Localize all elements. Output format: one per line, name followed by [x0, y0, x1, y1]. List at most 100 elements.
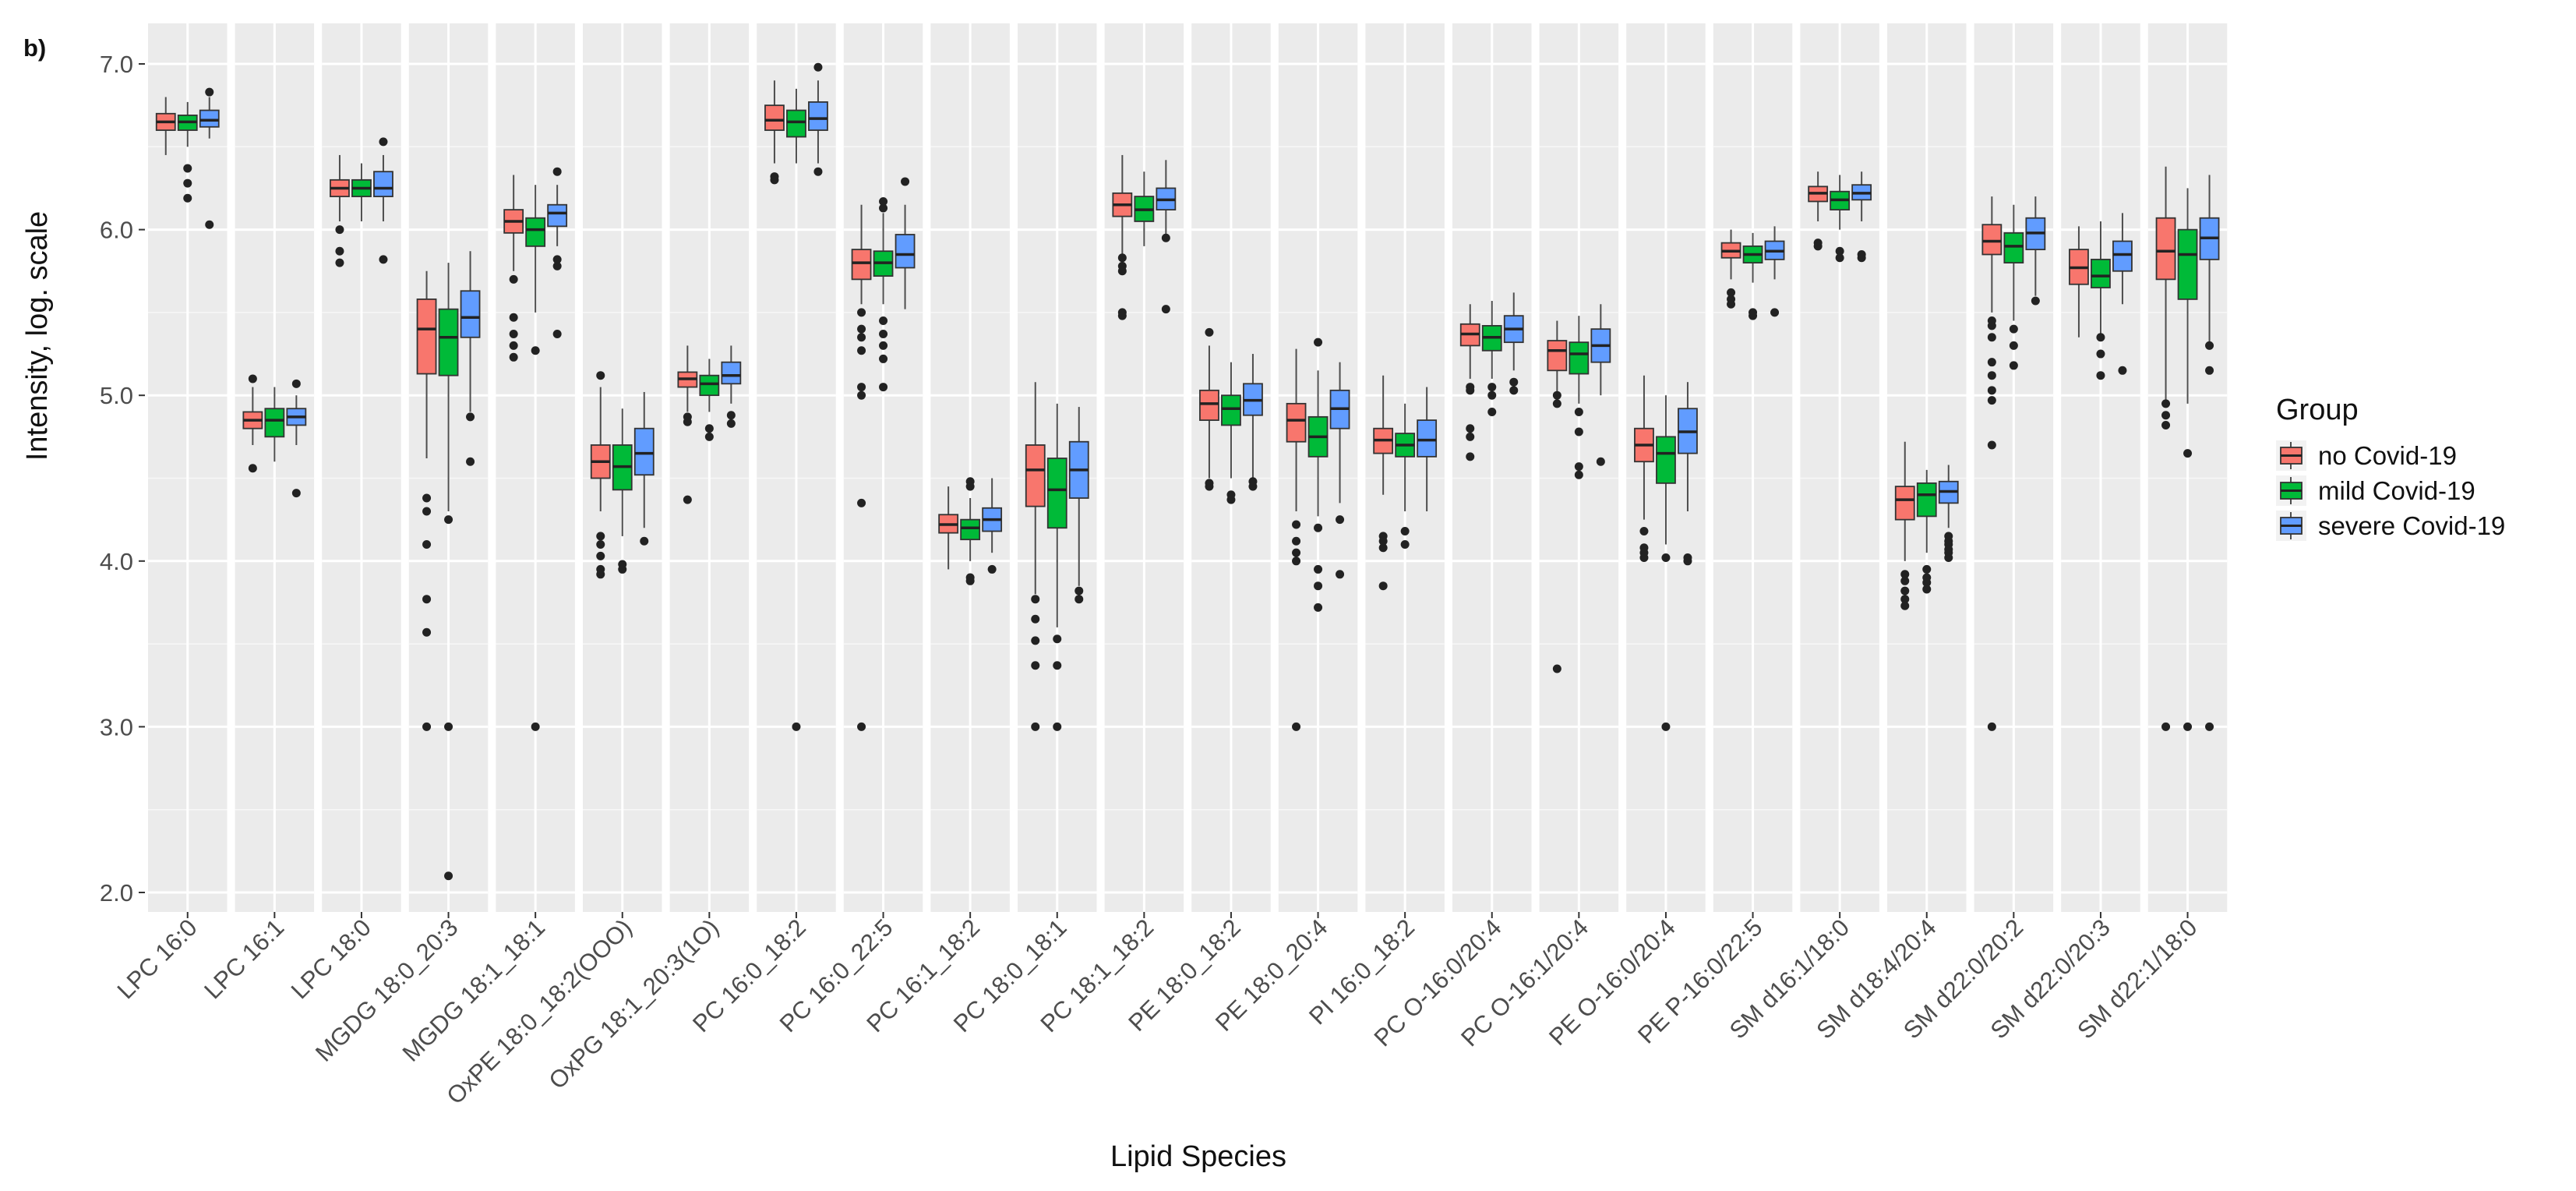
outlier-point [2205, 722, 2214, 731]
legend-label: no Covid-19 [2318, 441, 2457, 470]
y-tick-label: 6.0 [100, 217, 133, 244]
y-tick-label: 3.0 [100, 713, 133, 740]
boxplot-no-covid-19 [1894, 441, 1915, 610]
boxplot-mild-covid-19 [786, 88, 806, 731]
box-iqr [1417, 419, 1438, 458]
outlier-point [792, 722, 801, 731]
boxplot-no-covid-19 [1459, 304, 1480, 461]
outlier-point [1466, 452, 1475, 461]
boxplot-mild-covid-19 [2091, 221, 2111, 380]
outlier-point [1727, 299, 1736, 309]
outlier-point [683, 417, 692, 426]
y-tick-label: 7.0 [100, 51, 133, 78]
boxplot-severe-covid-19 [808, 62, 828, 176]
box-iqr [2112, 240, 2133, 272]
legend-item: no Covid-19 [2276, 440, 2457, 471]
boxplot-severe-covid-19 [2025, 196, 2046, 306]
boxplot-severe-covid-19 [1503, 292, 1524, 395]
outlier-point [1378, 536, 1388, 546]
boxplot-severe-covid-19 [1678, 382, 1698, 566]
box-iqr [373, 171, 393, 197]
outlier-point [1987, 333, 1996, 342]
boxplot-severe-covid-19 [1417, 387, 1438, 512]
outlier-point [1922, 585, 1932, 594]
facet-panel [843, 23, 923, 912]
outlier-point [552, 261, 562, 270]
boxplot-no-covid-19 [2155, 166, 2176, 731]
outlier-point [1292, 548, 1301, 557]
outlier-point [879, 330, 888, 339]
outlier-point [1336, 570, 1345, 579]
outlier-point [1813, 242, 1823, 251]
outlier-point [596, 532, 605, 541]
facet-panel [1974, 23, 2054, 912]
facet-panel [322, 23, 401, 912]
outlier-point [552, 167, 562, 176]
panel-tag: b) [23, 34, 46, 62]
outlier-point [1639, 553, 1649, 563]
facet-panel [148, 23, 228, 912]
outlier-point [1509, 377, 1519, 387]
outlier-point [183, 164, 192, 173]
outlier-point [379, 137, 388, 147]
outlier-point [335, 225, 344, 235]
boxplot-no-covid-19 [1808, 171, 1829, 251]
outlier-point [509, 330, 518, 339]
outlier-point [1987, 321, 1996, 330]
facet-panel [2147, 23, 2228, 912]
facet-panel [1800, 23, 1879, 912]
boxplot-mild-covid-19 [873, 196, 894, 392]
outlier-point [1770, 308, 1780, 317]
outlier-point [291, 379, 301, 388]
outlier-point [1031, 595, 1040, 604]
x-tick-label: LPC 18:0 [286, 914, 376, 1004]
box-iqr [895, 234, 916, 269]
boxplot-no-covid-19 [2069, 226, 2089, 338]
boxplot-no-covid-19 [1286, 348, 1307, 731]
boxplot-mild-covid-19 [1395, 403, 1416, 550]
outlier-point [704, 424, 714, 433]
outlier-point [2009, 361, 2018, 370]
boxplot-mild-covid-19 [2003, 204, 2024, 370]
facet-panel [1626, 23, 1706, 912]
outlier-point [509, 352, 518, 362]
outlier-point [2161, 411, 2171, 420]
boxplot-no-covid-19 [851, 204, 872, 731]
outlier-point [1509, 386, 1519, 395]
boxplot-severe-covid-19 [2199, 175, 2220, 731]
boxplot-severe-covid-19 [286, 379, 307, 498]
outlier-point [857, 346, 866, 355]
outlier-point [901, 177, 910, 186]
boxplot-no-covid-19 [1199, 327, 1219, 491]
outlier-point [2205, 341, 2214, 350]
boxplot-mild-covid-19 [612, 408, 633, 574]
outlier-point [640, 536, 649, 546]
facet-panel [235, 23, 315, 912]
boxplot-mild-covid-19 [525, 185, 546, 731]
outlier-point [1378, 581, 1388, 591]
boxplot-severe-covid-19 [633, 391, 655, 546]
box-iqr [721, 361, 742, 385]
box-iqr [786, 109, 806, 138]
outlier-point [770, 175, 779, 185]
outlier-point [1031, 722, 1040, 731]
boxplot-severe-covid-19 [982, 478, 1003, 574]
outlier-point [813, 62, 823, 72]
outlier-point [1400, 527, 1410, 536]
outlier-point [2205, 366, 2214, 375]
outlier-point [1552, 664, 1561, 673]
outlier-point [879, 316, 888, 326]
outlier-point [2096, 333, 2105, 342]
facet-panel [1278, 23, 1358, 912]
box-iqr [1286, 402, 1307, 443]
outlier-point [1487, 407, 1497, 416]
outlier-point [1900, 576, 1910, 585]
outlier-point [1117, 253, 1127, 263]
boxplot-mild-covid-19 [1134, 171, 1155, 246]
boxplot-mild-covid-19 [2177, 188, 2198, 731]
boxplot-no-covid-19 [1025, 382, 1046, 731]
outlier-point [2161, 722, 2171, 731]
outlier-point [1922, 578, 1932, 587]
outlier-point [1031, 614, 1040, 624]
